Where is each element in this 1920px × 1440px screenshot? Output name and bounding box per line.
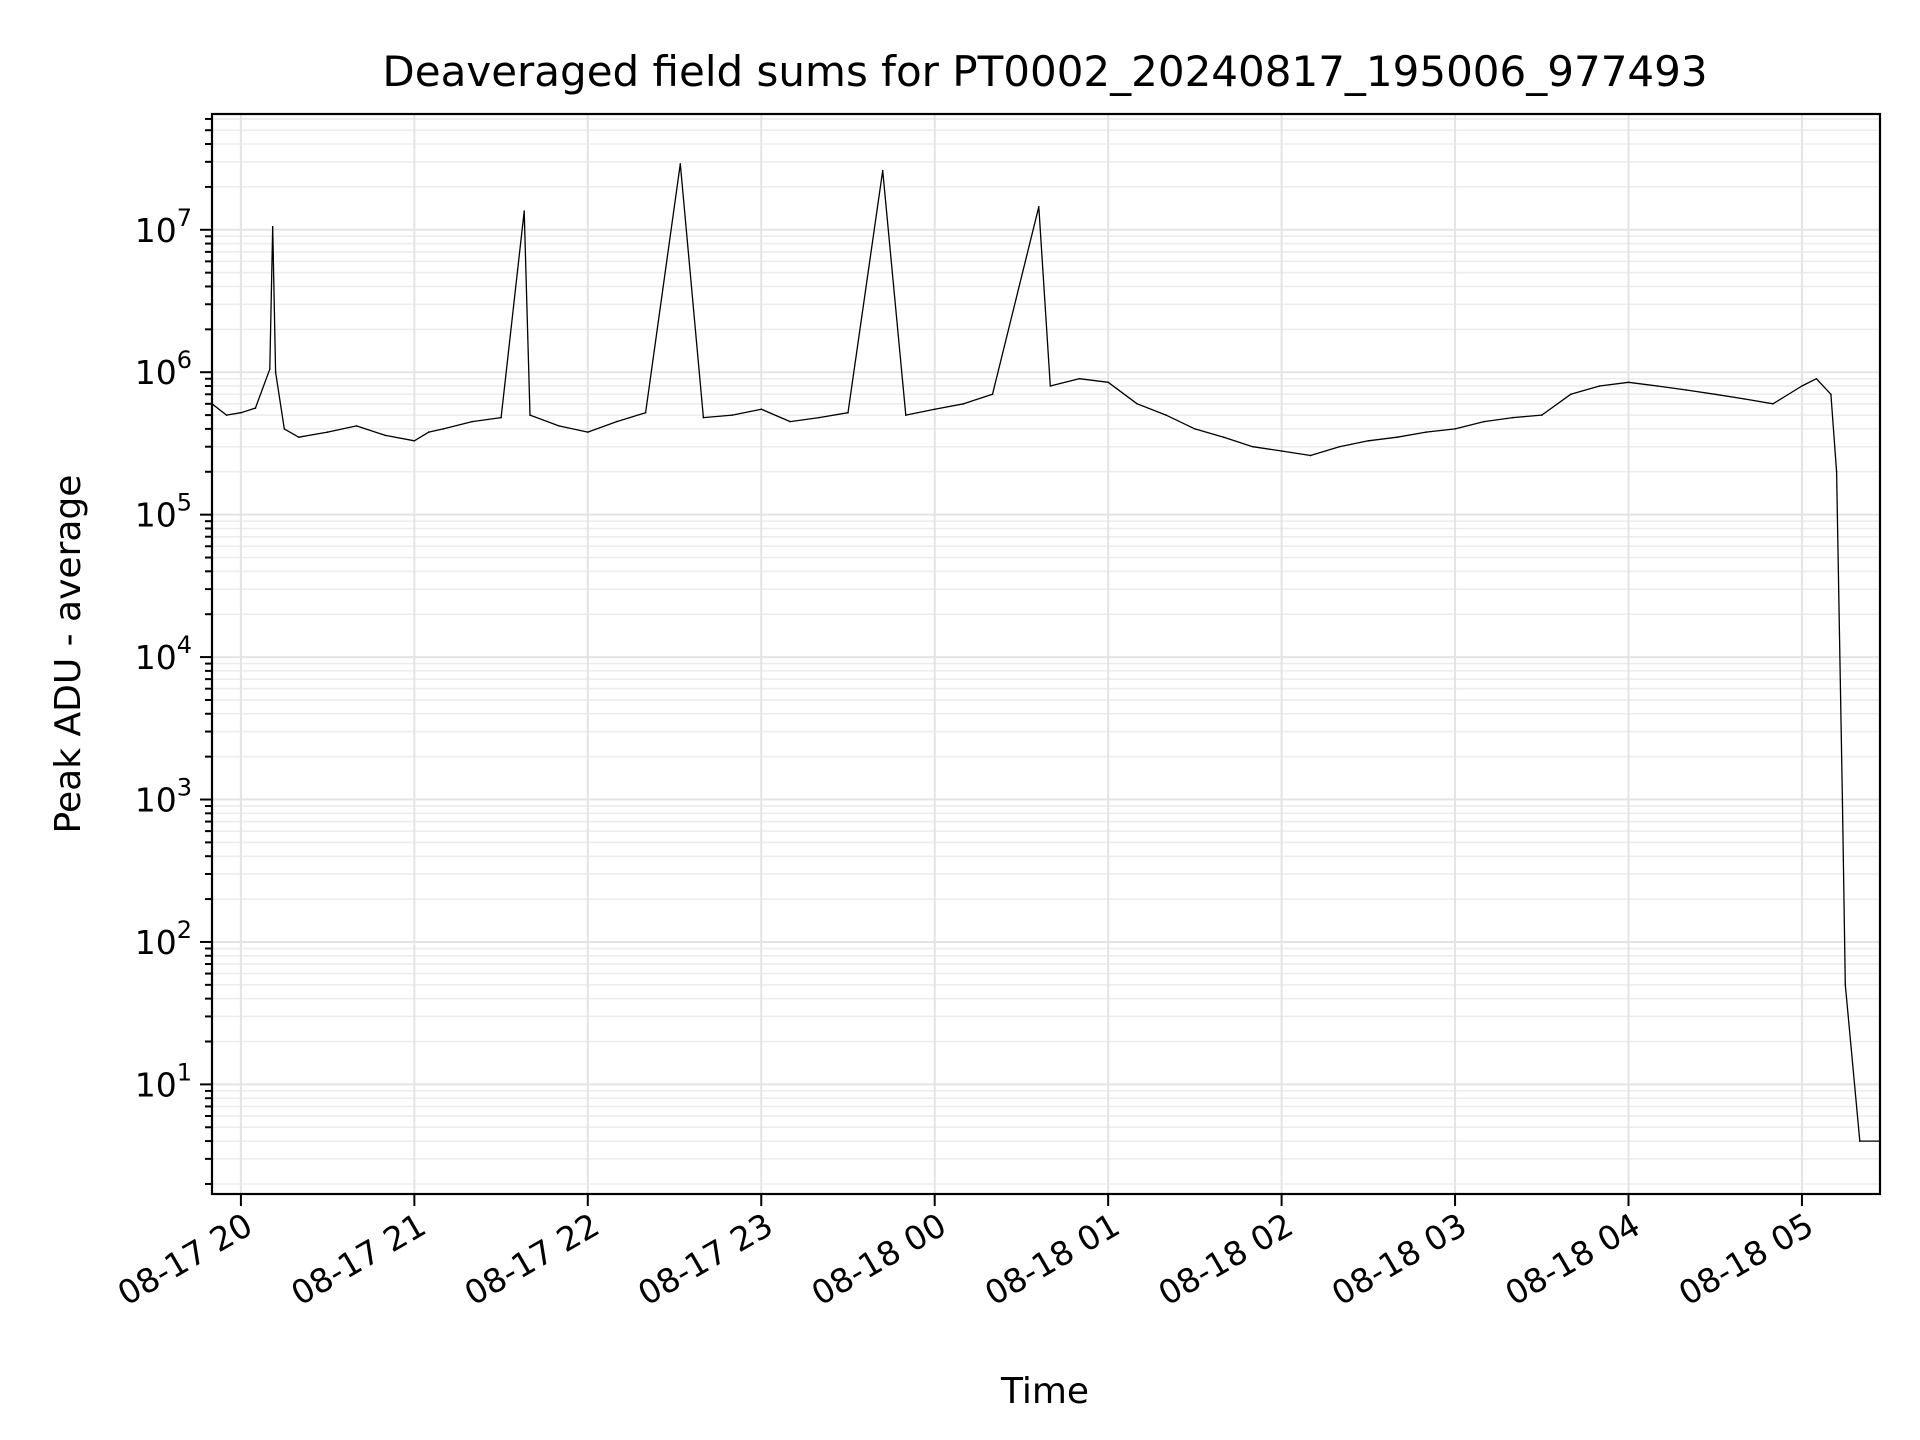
data-point <box>240 411 242 414</box>
data-point <box>1136 403 1138 405</box>
data-point <box>1251 445 1254 448</box>
data-point <box>1483 420 1485 423</box>
data-point <box>413 440 416 442</box>
data-point <box>1425 431 1427 433</box>
data-point <box>1367 440 1370 442</box>
y-axis-label: Peak ADU - average <box>48 475 89 834</box>
chart-title: Deaveraged field sums for PT0002_2024081… <box>382 47 1707 96</box>
y-tick-label: 107 <box>135 204 192 250</box>
data-point <box>283 428 286 430</box>
y-tick-label: 106 <box>135 346 192 392</box>
data-point <box>847 411 849 414</box>
data-point <box>1078 377 1080 380</box>
data-point <box>1844 984 1847 986</box>
data-point <box>529 414 531 416</box>
data-point <box>269 368 271 371</box>
data-point <box>523 210 525 212</box>
data-point <box>789 420 791 423</box>
data-point <box>1454 428 1456 430</box>
data-point <box>933 408 936 411</box>
data-point <box>271 226 274 228</box>
data-point <box>384 434 387 437</box>
data-point <box>991 393 994 396</box>
data-point <box>1512 416 1514 419</box>
data-point <box>818 416 820 419</box>
series-line <box>211 163 1880 1142</box>
data-point <box>297 436 300 439</box>
data-point <box>558 425 560 427</box>
data-point <box>1743 398 1745 400</box>
data-point <box>254 407 257 409</box>
data-point <box>760 408 763 411</box>
data-point <box>962 403 965 405</box>
data-point <box>1685 389 1688 391</box>
data-point <box>881 169 884 172</box>
plot-frame <box>210 112 1882 1196</box>
y-tick-label: 103 <box>135 774 192 820</box>
data-point <box>1815 377 1818 380</box>
y-tick-label: 104 <box>135 631 192 677</box>
data-point <box>225 414 228 416</box>
data-point <box>1223 436 1225 439</box>
data-point <box>326 431 329 433</box>
data-point <box>355 425 358 427</box>
data-point <box>1280 450 1283 452</box>
data-point <box>1714 393 1716 396</box>
data-point <box>1038 206 1040 208</box>
data-point <box>1049 385 1052 387</box>
data-point <box>905 414 907 416</box>
data-point <box>1598 385 1601 387</box>
data-point <box>1627 381 1630 384</box>
data-point <box>471 420 474 423</box>
data-point <box>1107 381 1109 384</box>
data-point <box>587 431 589 433</box>
data-point <box>1835 471 1838 473</box>
data-point <box>731 414 734 416</box>
data-point <box>500 416 502 419</box>
data-point <box>679 163 682 165</box>
data-point <box>1165 414 1167 416</box>
x-axis-label: Time <box>1000 1371 1089 1412</box>
data-point <box>702 416 705 419</box>
data-point <box>442 428 445 430</box>
data-point <box>1841 798 1844 801</box>
data-point <box>1569 393 1572 396</box>
data-point <box>428 431 430 433</box>
y-tick-label: 102 <box>135 916 192 962</box>
data-point <box>644 411 647 414</box>
data-point <box>1309 454 1312 457</box>
data-point <box>1801 385 1803 387</box>
y-axis: 101 102 103 104 105 106 107 <box>135 117 212 1185</box>
grid <box>212 114 1880 1194</box>
data-point <box>1859 1140 1861 1142</box>
data-point <box>1830 393 1832 396</box>
data-point <box>615 420 618 423</box>
y-tick-label: 101 <box>135 1058 192 1104</box>
data-point <box>1396 436 1398 439</box>
data-point <box>1541 414 1543 416</box>
y-tick-label: 105 <box>135 489 192 535</box>
data-point <box>1656 385 1659 387</box>
data-point <box>1194 428 1196 430</box>
data-point <box>1772 403 1774 405</box>
data-point <box>274 371 277 374</box>
data-point <box>1338 445 1341 448</box>
